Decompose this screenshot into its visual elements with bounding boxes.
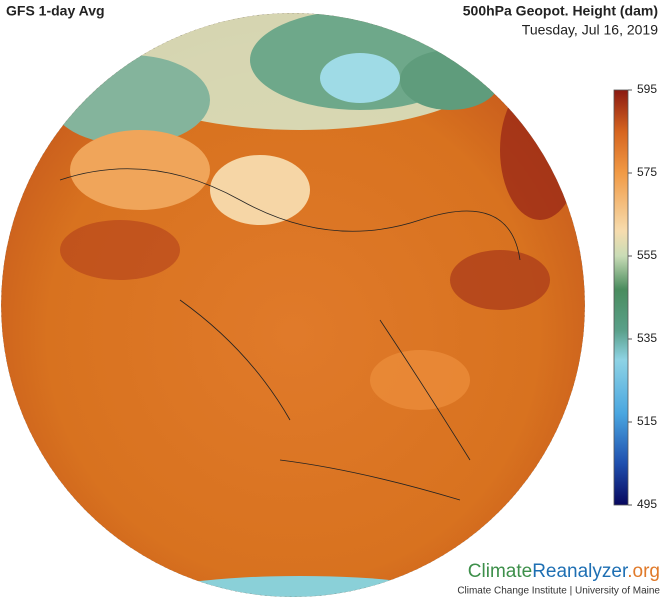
colorbar-tick-label: 495 bbox=[637, 497, 657, 511]
left-title: GFS 1-day Avg bbox=[6, 3, 105, 19]
logo-part: Reanalyzer bbox=[532, 561, 629, 582]
colorbar-tick-label: 535 bbox=[637, 331, 657, 345]
logo-part: .org bbox=[627, 561, 660, 582]
globe bbox=[1, 13, 585, 597]
logo-subtitle: Climate Change Institute | University of… bbox=[457, 586, 660, 597]
logo: ClimateReanalyzer.org bbox=[468, 561, 660, 582]
colorbar-tick-label: 575 bbox=[637, 165, 657, 179]
logo-part: Climate bbox=[468, 561, 532, 582]
date: Tuesday, Jul 16, 2019 bbox=[522, 22, 658, 38]
colorbar-tick-label: 515 bbox=[637, 414, 657, 428]
colorbar bbox=[613, 89, 629, 506]
colorbar-tick-label: 595 bbox=[637, 82, 657, 96]
colorbar-tick-label: 555 bbox=[637, 248, 657, 262]
right-title: 500hPa Geopot. Height (dam) bbox=[463, 3, 658, 19]
